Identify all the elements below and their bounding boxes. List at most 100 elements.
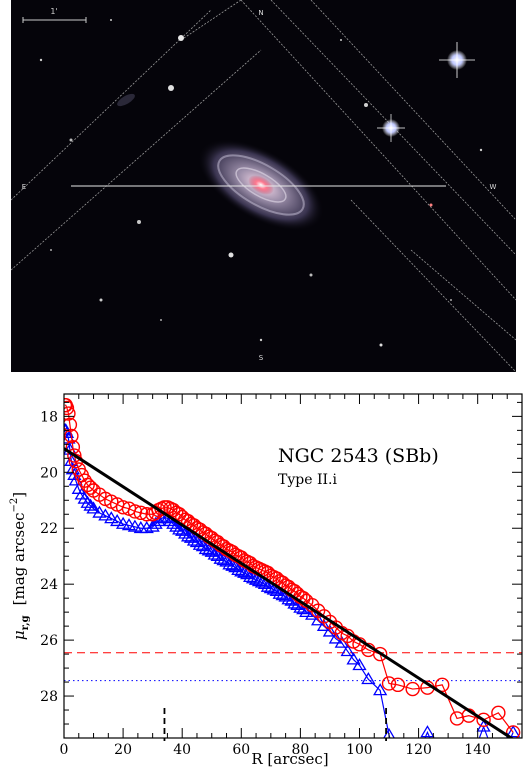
r-band-point xyxy=(390,677,406,693)
g-band-point xyxy=(392,760,404,770)
g-band-point xyxy=(248,572,264,585)
g-band-point xyxy=(305,607,320,620)
g-band-point xyxy=(67,467,82,480)
y-axis-label-close: ] xyxy=(10,492,28,498)
galaxy-ngc2543 xyxy=(198,139,324,231)
y-tick-label: 28 xyxy=(40,689,58,705)
g-band-point xyxy=(266,582,281,595)
g-band-point xyxy=(64,425,75,439)
x-tick-label: 140 xyxy=(464,742,491,758)
g-band-point xyxy=(260,579,276,592)
y-axis-label-subscript: r,g xyxy=(20,615,31,630)
g-band-point xyxy=(257,576,273,590)
x-tick-label: 120 xyxy=(405,742,432,758)
g-band-point xyxy=(361,671,376,685)
g-band-point xyxy=(243,569,258,583)
y-axis-label-symbol: μ xyxy=(10,630,28,640)
g-band-point xyxy=(166,516,181,529)
g-band-point xyxy=(65,462,81,475)
g-band-point xyxy=(175,523,190,536)
r-band-point xyxy=(64,417,78,432)
axis-ticks xyxy=(63,394,523,741)
surface-brightness-profile-chart: 0 20 40 60 80 100 120 140 18 20 22 24 26 28 NGC 2543 … xyxy=(9,393,523,770)
g-band-point xyxy=(505,725,521,738)
g-band-point xyxy=(183,530,199,543)
svg-text:μr,g[mag arcsec−2]: μr,g [mag arcsec−2] xyxy=(9,492,31,640)
foreground-stars xyxy=(39,19,483,347)
chart-title: NGC 2543 (SBb) xyxy=(278,445,439,467)
r-band-point xyxy=(476,712,491,728)
chart-subtitle: Type II.i xyxy=(278,472,337,488)
x-tick-label: 40 xyxy=(173,742,191,758)
g-band-point xyxy=(213,551,228,564)
g-band-point xyxy=(198,541,213,555)
x-tick-label: 80 xyxy=(291,742,309,758)
r-band-point xyxy=(64,428,79,444)
g-band-point xyxy=(322,624,338,637)
g-band-point xyxy=(234,564,249,577)
g-band-point xyxy=(169,519,184,532)
galaxy-image: 1' N S E W xyxy=(11,0,516,372)
g-band-point xyxy=(110,513,125,527)
g-band-point xyxy=(178,526,193,539)
g-band-point xyxy=(492,760,504,770)
g-band-point xyxy=(340,644,355,657)
g-band-point xyxy=(80,495,95,508)
g-band-point xyxy=(272,586,287,599)
g-band-point xyxy=(275,588,290,601)
plot-area xyxy=(64,397,522,770)
g-band-point xyxy=(436,760,448,770)
g-band-point xyxy=(451,760,463,770)
g-band-point xyxy=(281,592,296,605)
g-band-point xyxy=(195,539,211,552)
g-band-point xyxy=(192,537,208,550)
tick-labels: 0 20 40 60 80 100 120 140 18 20 22 24 26 28 xyxy=(40,409,491,758)
g-band-point xyxy=(204,544,219,557)
x-tick-label: 20 xyxy=(114,742,132,758)
g-band-point xyxy=(316,618,332,631)
galaxy-image-panel: 1' N S E W xyxy=(11,0,516,372)
g-band-point xyxy=(251,574,267,587)
y-axis-label-exponent: −2 xyxy=(9,498,20,513)
r-band-point xyxy=(64,406,76,421)
g-band-point xyxy=(98,508,113,521)
y-tick-label: 22 xyxy=(40,521,58,537)
compass-north: N xyxy=(258,9,263,17)
g-band-point xyxy=(225,558,240,571)
g-band-point xyxy=(189,534,205,548)
scale-bar-label: 1' xyxy=(50,7,57,16)
plot-frame xyxy=(63,393,523,739)
g-band-point xyxy=(201,543,216,556)
g-band-point xyxy=(254,575,270,588)
g-band-point xyxy=(86,501,101,514)
compass-east: E xyxy=(22,183,26,191)
g-band-point xyxy=(420,725,435,738)
compass-south: S xyxy=(259,354,264,362)
g-band-point xyxy=(180,529,196,542)
y-tick-label: 18 xyxy=(40,409,58,425)
g-band-point xyxy=(269,583,284,597)
g-band-point xyxy=(216,553,231,566)
y-axis-label-units: [mag arcsec xyxy=(10,512,28,605)
g-band-point xyxy=(245,571,261,584)
g-band-point xyxy=(172,522,187,535)
g-band-point xyxy=(207,547,222,560)
x-tick-label: 0 xyxy=(60,742,69,758)
g-band-point xyxy=(210,548,225,562)
g-band-point xyxy=(240,567,255,580)
y-tick-label: 20 xyxy=(40,465,58,481)
x-tick-label: 60 xyxy=(232,742,250,758)
disk-fit-line xyxy=(64,447,514,738)
y-axis-label: μr,g [mag arcsec−2] xyxy=(9,492,31,640)
g-band-point xyxy=(186,533,202,546)
g-band-point xyxy=(352,658,367,671)
x-axis-label: R [arcsec] xyxy=(251,750,328,768)
g-band-point xyxy=(92,505,107,518)
r-band-point xyxy=(64,400,75,416)
r-band-point xyxy=(405,681,420,697)
r-band-point xyxy=(372,646,388,662)
g-band-point xyxy=(222,557,237,570)
compass-west: W xyxy=(490,183,497,191)
g-band-point xyxy=(373,683,388,696)
r-band-point xyxy=(67,448,82,463)
